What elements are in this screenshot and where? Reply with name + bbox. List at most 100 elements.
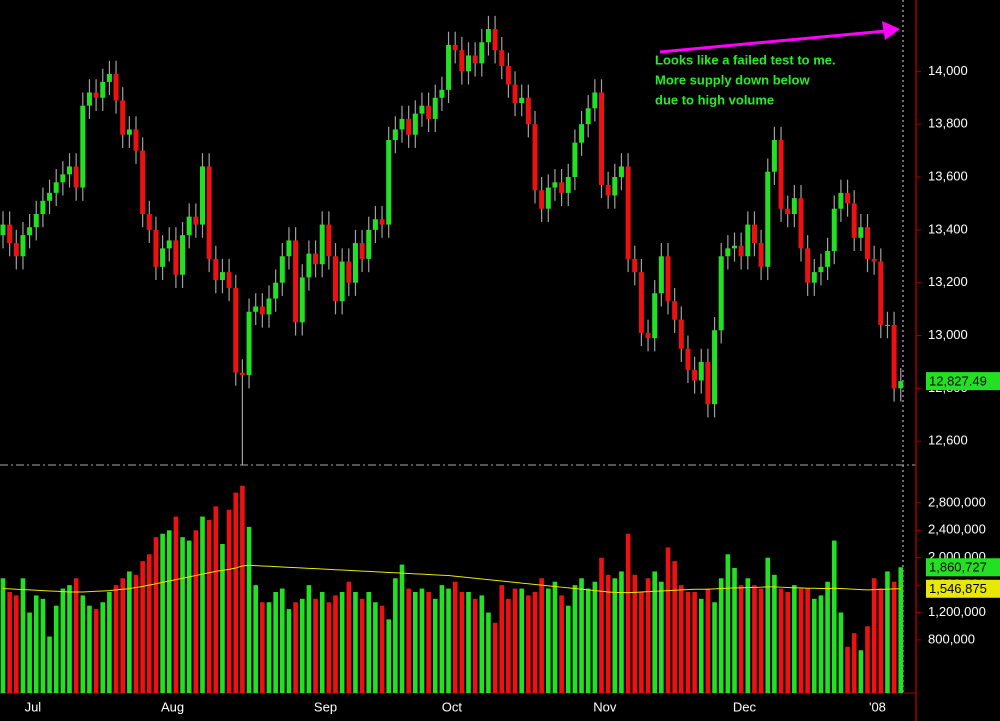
volume-bar — [698, 598, 704, 693]
candle-body — [86, 92, 92, 106]
volume-bar — [393, 578, 398, 693]
candle-body — [678, 319, 684, 349]
annotation: due to high volume — [655, 92, 774, 107]
volume-bar — [585, 588, 591, 693]
volume-bar — [579, 578, 584, 693]
candle-body — [499, 50, 505, 67]
volume-bar — [599, 557, 604, 693]
y-tick-label: 13,000 — [928, 327, 968, 342]
candle-body — [791, 198, 797, 215]
volume-bar — [0, 578, 6, 693]
volume-bar — [67, 585, 72, 693]
volume-bar — [240, 485, 245, 693]
volume-bar — [326, 602, 332, 693]
candle-body — [466, 55, 471, 72]
candle-body — [372, 219, 378, 230]
candle-body — [53, 182, 59, 193]
volume-bar — [413, 591, 418, 693]
volume-bar — [679, 585, 684, 693]
candle-body — [452, 44, 458, 51]
volume-bar — [785, 591, 790, 693]
volume-bar — [459, 591, 465, 693]
x-tick-label: Jul — [25, 699, 42, 714]
candle-body — [193, 216, 199, 225]
volume-bar — [758, 588, 764, 693]
volume-bar — [113, 585, 119, 693]
candle-body — [572, 142, 578, 178]
volume-bar — [738, 585, 744, 693]
candle-body — [898, 381, 904, 389]
candle-body — [80, 105, 86, 188]
volume-bar — [206, 520, 212, 693]
volume-bar — [107, 591, 112, 693]
volume-bar — [419, 588, 425, 693]
volume-bar — [246, 526, 252, 693]
candle-body — [339, 261, 345, 302]
x-tick-label: Oct — [442, 699, 463, 714]
candle-body — [672, 301, 678, 320]
candle-body — [279, 256, 285, 283]
candle-body — [319, 224, 325, 265]
volume-bar — [685, 591, 691, 693]
volume-bar — [891, 581, 897, 693]
volume-bar — [20, 578, 26, 693]
volume-bar — [173, 516, 179, 693]
candle-body — [33, 214, 39, 228]
candle-body — [512, 84, 518, 104]
y-tick-label: 13,200 — [928, 274, 968, 289]
volume-bar — [379, 605, 385, 693]
volume-bar — [858, 650, 864, 693]
candle-body — [186, 216, 192, 236]
candle-body — [20, 235, 26, 257]
candle-body — [579, 124, 585, 143]
candle-body — [851, 203, 857, 238]
volume-bar — [180, 537, 185, 693]
volume-bar — [319, 591, 325, 693]
overlay: Looks like a failed test to me. More sup… — [655, 21, 1000, 598]
volume-bar — [845, 646, 850, 693]
candle-body — [106, 73, 112, 82]
volume-bar — [47, 636, 52, 693]
y-tick-label: 2,800,000 — [928, 494, 986, 509]
volume-bar — [619, 571, 624, 693]
candle-body — [213, 258, 219, 281]
volume-bar — [526, 595, 531, 693]
candle-body — [785, 208, 791, 215]
candle-body — [219, 272, 225, 281]
candle-body — [618, 166, 624, 178]
volume-bar — [592, 581, 598, 693]
candle-body — [352, 243, 358, 283]
candle-body — [778, 140, 784, 209]
candle-body — [366, 229, 372, 259]
candle-body — [379, 219, 385, 225]
volume-bar — [193, 530, 199, 693]
candle-body — [146, 214, 152, 230]
x-tick-label: Sep — [314, 699, 337, 714]
volume-bar — [652, 571, 657, 693]
last-average-tag — [926, 579, 1000, 598]
candle-body — [592, 92, 598, 109]
candle-body — [140, 150, 146, 215]
volume-bar — [665, 547, 671, 693]
last-volume-label: 1,860,727 — [929, 560, 987, 575]
volume-bar — [53, 605, 59, 693]
candle-body — [665, 256, 671, 302]
volume-bar — [233, 492, 239, 693]
candle-body — [432, 97, 438, 119]
volume-bar — [898, 567, 904, 693]
volume-bar — [366, 591, 372, 693]
last-price-tag — [926, 372, 1000, 391]
volume-bar — [14, 595, 19, 693]
candle-body — [811, 272, 817, 283]
candle-body — [712, 330, 718, 405]
candle-body — [246, 311, 252, 376]
candle-body — [685, 348, 691, 370]
volume-bar — [333, 595, 338, 693]
candle-body — [253, 306, 259, 312]
y-tick-label: 800,000 — [928, 631, 975, 646]
candle-body — [505, 66, 511, 85]
volume-bar — [260, 602, 265, 693]
volume-bar — [346, 581, 352, 693]
